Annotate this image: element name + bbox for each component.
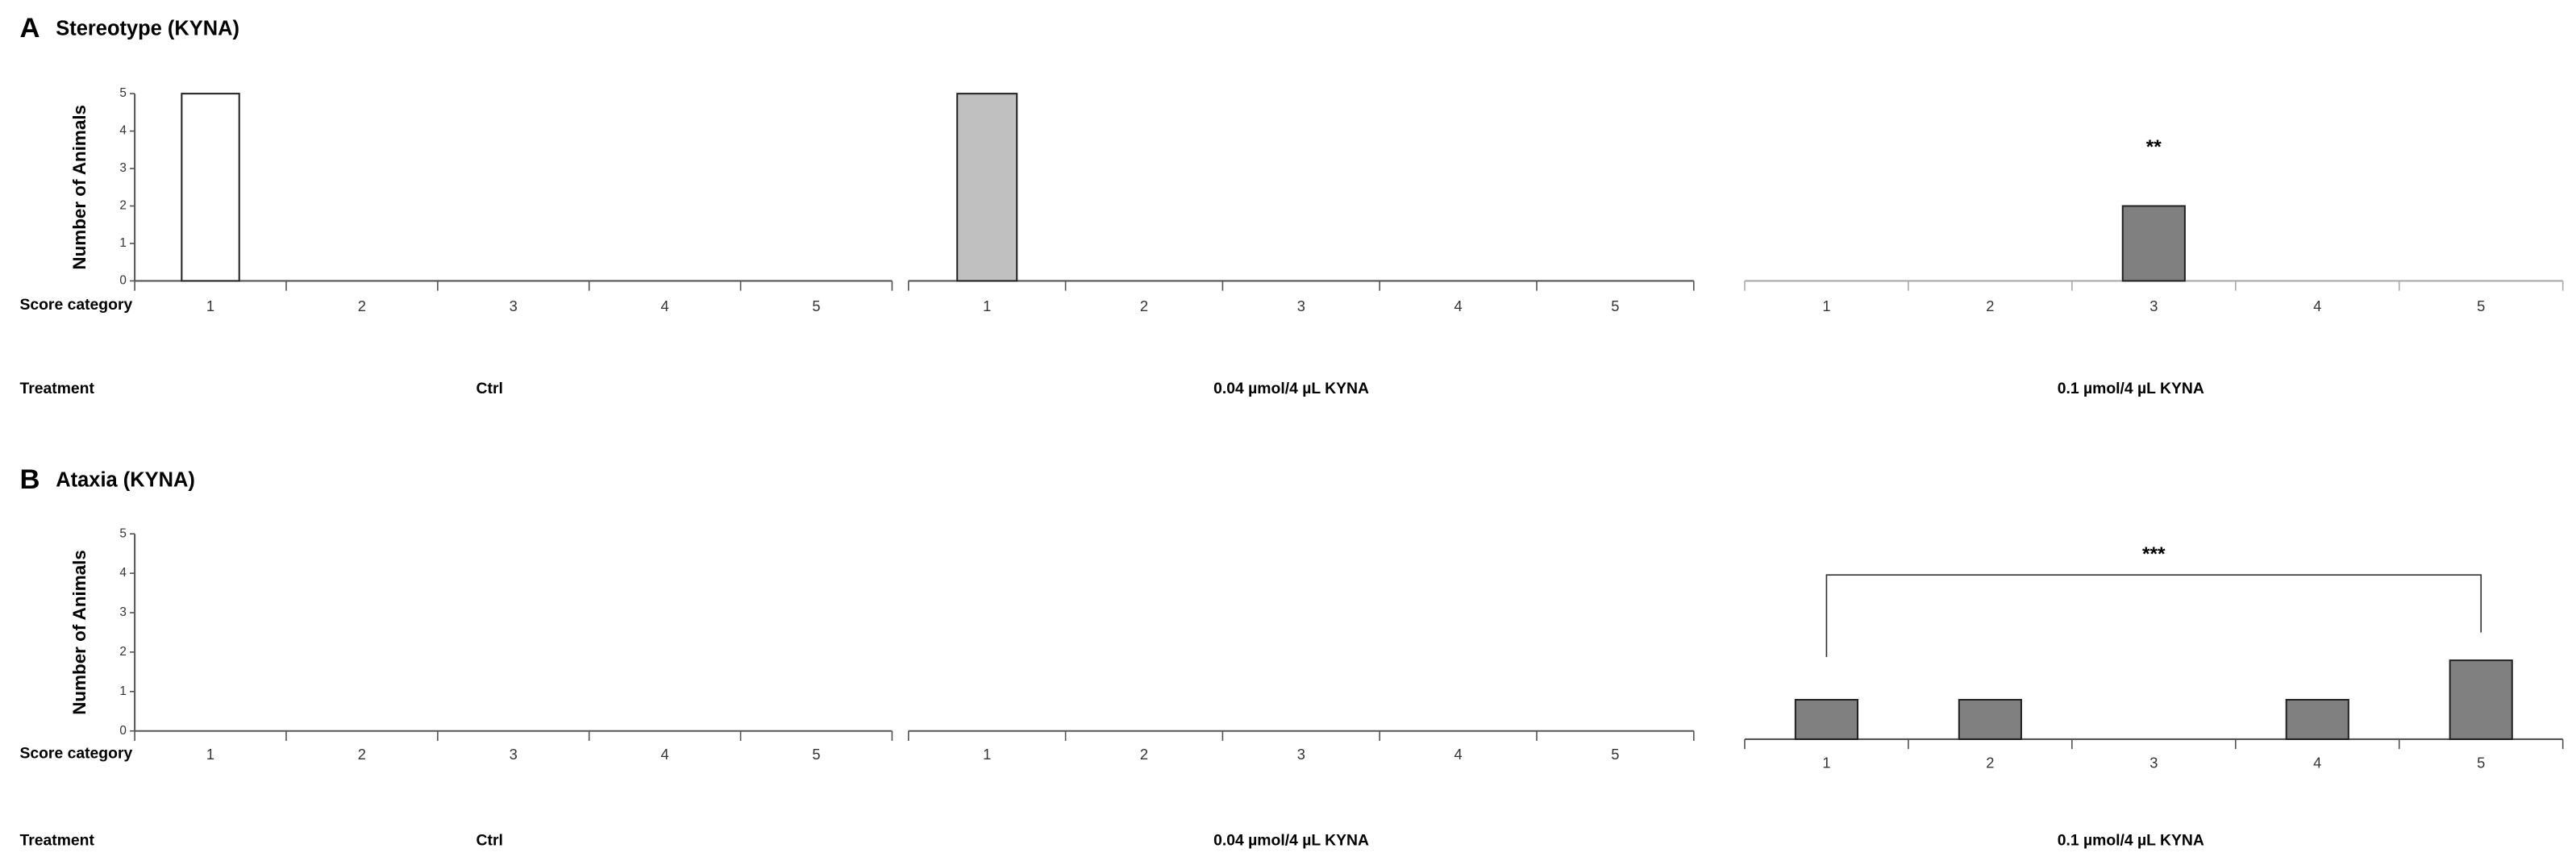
- treatment-label: Ctrl: [476, 831, 503, 849]
- x-row-label: Score category: [19, 744, 132, 762]
- bar: [2285, 698, 2349, 740]
- treatment-label: 0.1 µmol/4 µL KYNA: [2058, 831, 2204, 849]
- x-tick-label: 3: [2149, 297, 2158, 314]
- bar: [181, 93, 240, 282]
- x-tick-label: 4: [2313, 297, 2321, 314]
- panel-letter: A: [19, 13, 40, 44]
- treatment-label: 0.04 µmol/4 µL KYNA: [1213, 380, 1369, 397]
- bar: [2449, 659, 2513, 740]
- y-tick-label: 0: [119, 273, 127, 287]
- bar: [956, 93, 1018, 282]
- y-tick-label: 1: [119, 236, 127, 250]
- treatment-label: 0.04 µmol/4 µL KYNA: [1213, 831, 1369, 849]
- significance: ***: [2142, 543, 2166, 565]
- x-tick-label: 2: [358, 297, 366, 314]
- x-tick-label: 4: [1454, 746, 1462, 763]
- x-tick-label: 5: [1611, 746, 1619, 763]
- x-tick-label: 2: [1140, 297, 1148, 314]
- y-tick-label: 3: [119, 161, 127, 175]
- treatment-label: Ctrl: [476, 380, 503, 397]
- x-tick-label: 3: [2149, 754, 2158, 771]
- x-tick-label: 2: [1140, 746, 1148, 763]
- x-tick-label: 1: [1822, 297, 1830, 314]
- x-tick-label: 2: [358, 746, 366, 763]
- x-tick-label: 2: [1986, 754, 1994, 771]
- y-tick-label: 5: [119, 86, 127, 100]
- x-tick-label: 3: [1297, 746, 1305, 763]
- treatment-row-label: Treatment: [19, 831, 94, 849]
- panel-title: Stereotype (KYNA): [56, 17, 239, 40]
- x-tick-label: 5: [812, 297, 820, 314]
- y-tick-label: 0: [119, 724, 127, 738]
- x-tick-label: 4: [2313, 754, 2321, 771]
- bar: [1794, 698, 1859, 740]
- x-tick-label: 4: [661, 297, 669, 314]
- y-axis-label: Number of Animals: [69, 550, 89, 715]
- panel-title: Ataxia (KYNA): [56, 469, 195, 492]
- x-tick-label: 3: [510, 746, 518, 763]
- y-tick-label: 3: [119, 605, 127, 619]
- y-tick-label: 4: [119, 566, 127, 580]
- x-tick-label: 1: [983, 746, 991, 763]
- treatment-row-label: Treatment: [19, 380, 94, 397]
- x-tick-label: 3: [510, 297, 518, 314]
- x-tick-label: 3: [1297, 297, 1305, 314]
- y-tick-label: 1: [119, 684, 127, 698]
- x-tick-label: 1: [206, 297, 214, 314]
- treatment-label: 0.1 µmol/4 µL KYNA: [2058, 380, 2204, 397]
- y-tick-label: 4: [119, 124, 127, 138]
- x-tick-label: 5: [1611, 297, 1619, 314]
- significance-bracket: [1825, 574, 2482, 658]
- x-tick-label: 5: [2477, 297, 2485, 314]
- x-tick-label: 4: [661, 746, 669, 763]
- x-tick-label: 5: [2477, 754, 2485, 771]
- significance: **: [2146, 136, 2162, 158]
- bar: [1958, 698, 2022, 740]
- y-tick-label: 2: [119, 199, 127, 213]
- y-axis-label: Number of Animals: [69, 105, 89, 270]
- y-tick-label: 5: [119, 526, 127, 540]
- x-tick-label: 1: [206, 746, 214, 763]
- bar: [2121, 205, 2186, 282]
- x-tick-label: 1: [983, 297, 991, 314]
- y-tick-label: 2: [119, 645, 127, 659]
- x-tick-label: 4: [1454, 297, 1462, 314]
- x-row-label: Score category: [19, 296, 132, 314]
- x-tick-label: 5: [812, 746, 820, 763]
- x-tick-label: 2: [1986, 297, 1994, 314]
- x-tick-label: 1: [1822, 754, 1830, 771]
- panel-letter: B: [19, 464, 40, 495]
